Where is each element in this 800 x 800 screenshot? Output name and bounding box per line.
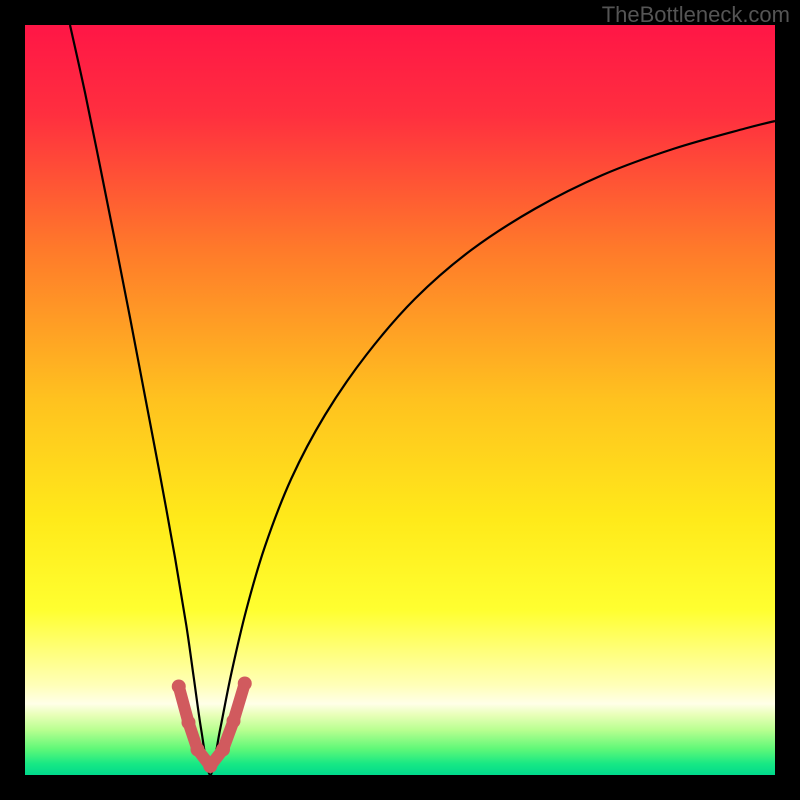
plot-background: [25, 25, 775, 775]
valley-marker: [191, 743, 205, 757]
valley-marker: [216, 743, 230, 757]
valley-marker: [238, 677, 252, 691]
chart-canvas: [0, 0, 800, 800]
valley-marker: [203, 759, 217, 773]
valley-marker: [227, 714, 241, 728]
watermark-text: TheBottleneck.com: [602, 2, 790, 28]
valley-marker: [172, 680, 186, 694]
valley-marker: [182, 716, 196, 730]
